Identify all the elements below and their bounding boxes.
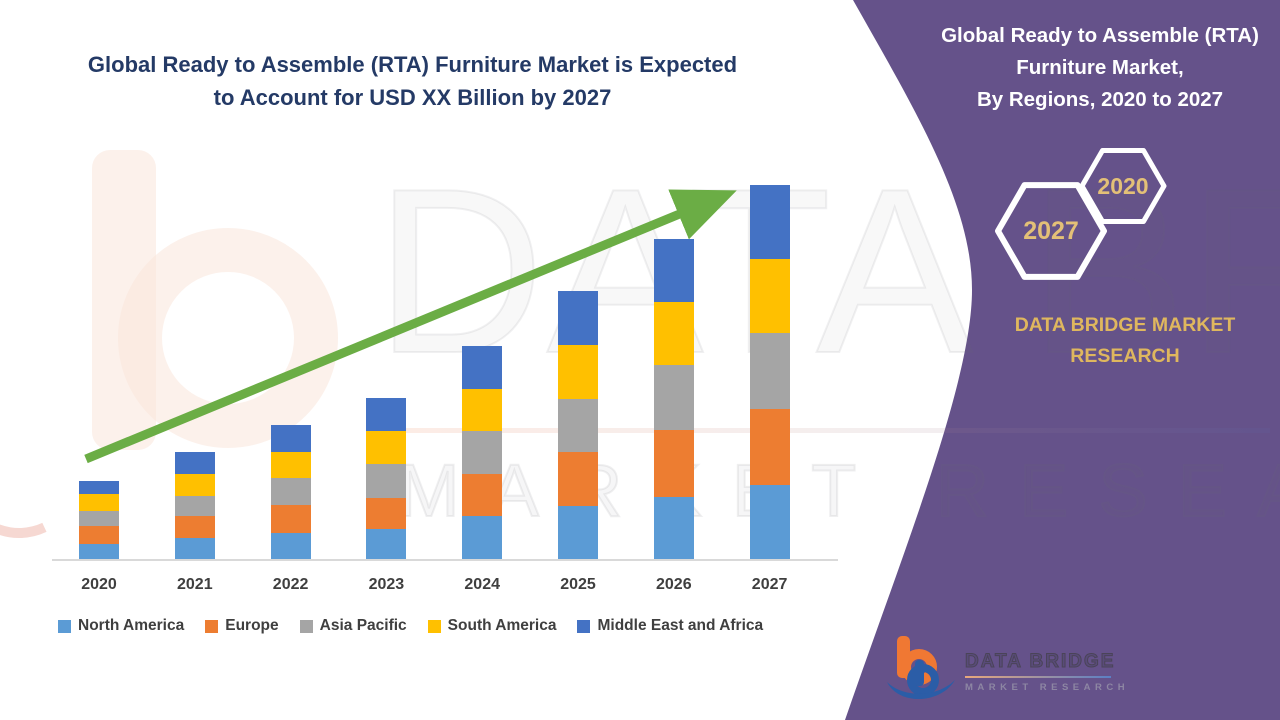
chart-title-line1: Global Ready to Assemble (RTA) Furniture…	[87, 52, 738, 77]
data-bridge-logo: DATA BRIDGE MARKET RESEARCH	[885, 630, 1129, 704]
panel-title-line1: Global Ready to Assemble (RTA)	[941, 24, 1259, 47]
bar-segment-europe	[79, 526, 119, 544]
panel-title: Global Ready to Assemble (RTA) Furniture…	[935, 20, 1265, 116]
legend-label: Asia Pacific	[319, 617, 407, 634]
bar-segment-europe	[270, 505, 311, 533]
legend-label: North America	[78, 617, 185, 634]
bar-segment-asia-pacific	[366, 464, 407, 498]
bar-segment-north-america	[79, 544, 119, 559]
legend-marker-icon	[205, 619, 219, 633]
stacked-bar-2021	[174, 452, 215, 559]
bar-segment-asia-pacific	[79, 511, 119, 526]
bar-segment-south-america	[366, 431, 407, 464]
logo-text-block: DATA BRIDGE MARKET RESEARCH	[964, 641, 1130, 694]
logo-brand-text: DATA BRIDGE	[964, 651, 1116, 673]
stacked-bar-2027	[749, 185, 790, 559]
x-axis-label-2022: 2022	[272, 576, 309, 593]
panel-title-line3: By Regions, 2020 to 2027	[976, 88, 1224, 111]
hexagon-year-2027: 2027	[1023, 217, 1079, 245]
legend-marker-icon	[299, 619, 313, 633]
legend-marker-icon	[577, 619, 591, 633]
bar-segment-middle-east-and-africa	[749, 185, 790, 259]
bar-segment-europe	[462, 474, 503, 516]
stacked-bar-2020	[79, 481, 119, 559]
bar-segment-south-america	[462, 389, 503, 431]
stacked-bar-2023	[366, 398, 407, 559]
bar-segment-north-america	[462, 516, 503, 559]
bar-segment-middle-east-and-africa	[653, 239, 694, 302]
bar-segment-middle-east-and-africa	[174, 452, 215, 474]
bar-segment-south-america	[270, 452, 311, 478]
x-axis-label-2023: 2023	[368, 576, 405, 593]
stacked-bar-2022	[270, 425, 311, 559]
x-axis-label-2020: 2020	[81, 576, 117, 593]
bar-segment-south-america	[558, 345, 598, 399]
bar-segment-asia-pacific	[653, 365, 694, 430]
bar-segment-south-america	[79, 494, 119, 511]
chart-title-line2: to Account for USD XX Billion by 2027	[213, 85, 612, 110]
chart-legend: North America Europe Asia Pacific South Ame…	[58, 617, 763, 635]
b-logo-icon	[887, 636, 955, 700]
bar-segment-asia-pacific	[270, 478, 311, 505]
bar-segment-asia-pacific	[174, 496, 215, 516]
stacked-bar-2024	[462, 346, 503, 559]
x-axis-line	[52, 559, 838, 561]
x-axis-label-2026: 2026	[656, 576, 692, 593]
bar-segment-asia-pacific	[558, 399, 598, 452]
bar-segment-europe	[366, 498, 407, 529]
stacked-bar-2026	[653, 239, 694, 559]
bar-segment-middle-east-and-africa	[270, 425, 311, 452]
x-axis-label-2021: 2021	[177, 576, 213, 593]
bar-segment-middle-east-and-africa	[79, 481, 119, 494]
legend-item-middle-east-and-africa: Middle East and Africa	[577, 617, 763, 635]
logo-underline	[965, 676, 1111, 678]
bar-segment-south-america	[749, 259, 790, 333]
bar-segment-middle-east-and-africa	[366, 398, 407, 431]
legend-label: South America	[447, 617, 557, 634]
bar-segment-south-america	[174, 474, 215, 496]
bar-segment-north-america	[653, 497, 694, 559]
bar-segment-south-america	[653, 302, 694, 365]
legend-item-north-america: North America	[58, 617, 184, 635]
bar-segment-north-america	[749, 485, 790, 559]
legend-label: Europe	[225, 617, 279, 634]
bar-segment-europe	[174, 516, 215, 538]
bar-segment-north-america	[174, 538, 215, 559]
x-axis-label-2025: 2025	[560, 576, 596, 593]
bar-segment-asia-pacific	[749, 333, 790, 409]
panel-title-line2: Furniture Market,	[1016, 56, 1184, 79]
bar-segment-north-america	[558, 506, 598, 559]
bar-segment-middle-east-and-africa	[558, 291, 598, 345]
hexagon-year-2020: 2020	[1097, 173, 1149, 199]
bar-segment-middle-east-and-africa	[462, 346, 503, 389]
right-panel-shape	[845, 0, 1280, 720]
panel-brand-text: DATA BRIDGE MARKET RESEARCH	[1014, 314, 1236, 367]
legend-marker-icon	[427, 619, 441, 633]
chart-title: Global Ready to Assemble (RTA) Furniture…	[55, 48, 770, 114]
logo-sub-text: MARKET RESEARCH	[965, 682, 1130, 693]
x-axis-label-2024: 2024	[464, 576, 500, 593]
bar-segment-north-america	[366, 529, 407, 559]
bar-segment-asia-pacific	[462, 431, 503, 474]
legend-item-asia-pacific: Asia Pacific	[299, 617, 407, 635]
bar-segment-europe	[749, 409, 790, 485]
stacked-bar-2025	[558, 291, 598, 559]
x-axis-label-2027: 2027	[751, 576, 788, 593]
bar-segment-europe	[558, 452, 598, 506]
bar-segment-europe	[653, 430, 694, 497]
legend-label: Middle East and Africa	[597, 617, 764, 634]
bar-segment-north-america	[270, 533, 311, 559]
legend-marker-icon	[58, 619, 71, 633]
legend-item-south-america: South America	[427, 617, 557, 635]
legend-item-europe: Europe	[205, 617, 279, 635]
